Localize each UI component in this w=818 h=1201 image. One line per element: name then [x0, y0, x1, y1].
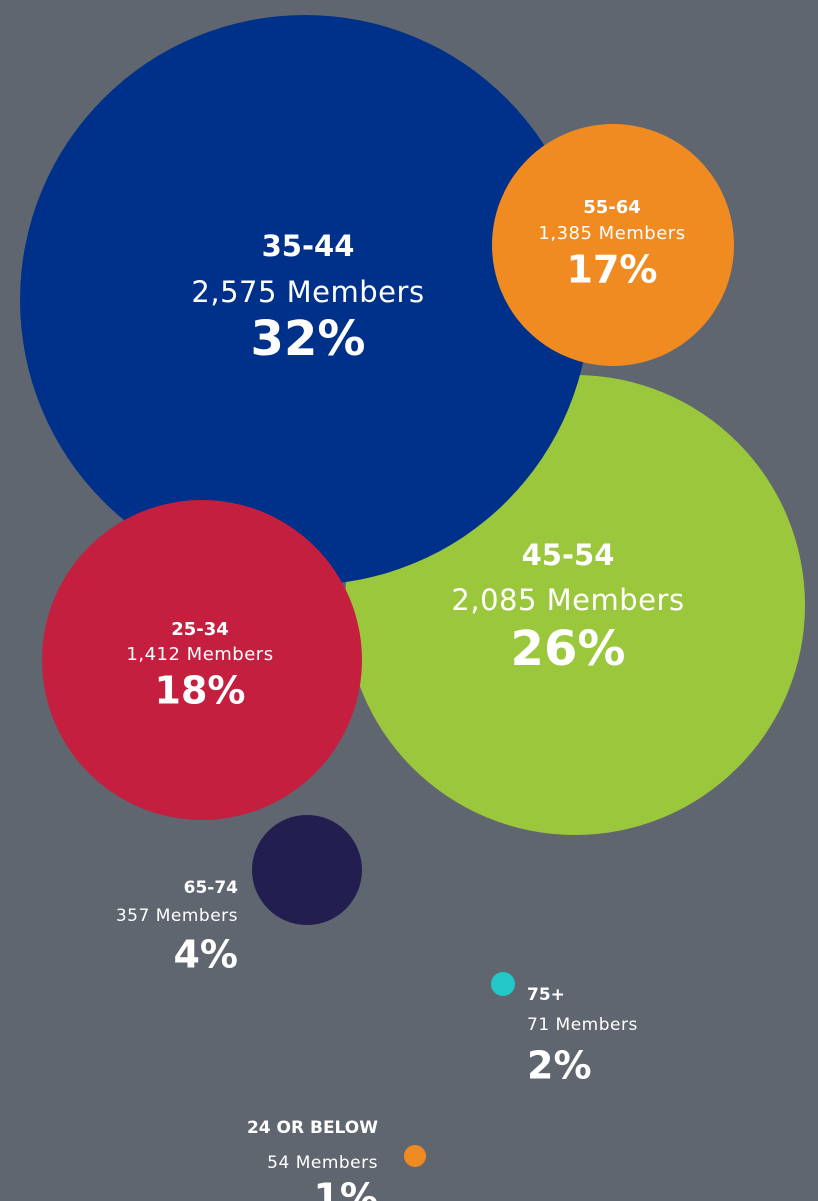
member-label: 2,575 Members	[191, 275, 424, 309]
bubble	[42, 500, 362, 820]
age-label: 65-74	[184, 878, 239, 898]
bubble	[252, 815, 362, 925]
age-label: 55-64	[583, 197, 641, 218]
bubble	[492, 124, 734, 366]
percent-label: 32%	[251, 311, 366, 367]
age-label: 24 OR BELOW	[247, 1118, 378, 1138]
member-label: 54 Members	[267, 1153, 378, 1173]
percent-label: 2%	[527, 1044, 592, 1088]
member-label: 2,085 Members	[451, 583, 684, 617]
percent-label: 18%	[155, 669, 246, 713]
percent-label: 4%	[173, 933, 238, 977]
age-label: 35-44	[262, 229, 355, 263]
age-label: 25-34	[171, 619, 229, 640]
percent-label: 17%	[567, 248, 658, 292]
bubble	[20, 15, 590, 585]
member-label: 1,385 Members	[538, 223, 685, 244]
bubble	[491, 972, 515, 996]
member-label: 71 Members	[527, 1015, 638, 1035]
bubble	[404, 1145, 426, 1167]
member-label: 1,412 Members	[126, 644, 273, 665]
percent-label: 1%	[313, 1176, 378, 1201]
percent-label: 26%	[511, 621, 626, 677]
member-label: 357 Members	[116, 906, 238, 926]
age-label: 45-54	[522, 538, 615, 572]
age-label: 75+	[527, 985, 565, 1005]
